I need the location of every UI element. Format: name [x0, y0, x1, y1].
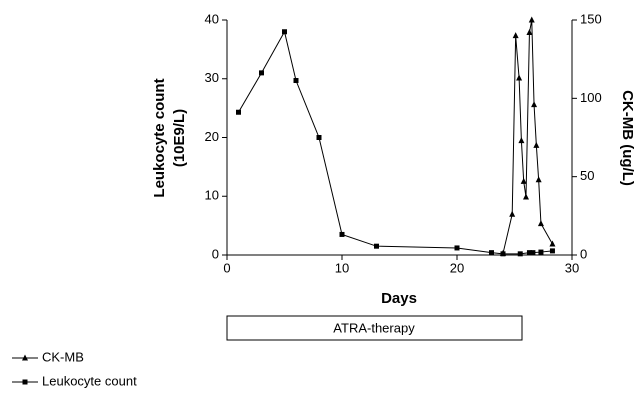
marker — [316, 135, 322, 140]
marker — [518, 137, 525, 144]
y-tick-label: 10 — [205, 188, 219, 203]
y-tick-label: 30 — [205, 70, 219, 85]
marker — [236, 109, 241, 115]
marker — [531, 101, 538, 108]
marker — [528, 16, 535, 23]
legend-label: CK-MB — [42, 349, 84, 364]
series-line — [502, 19, 553, 254]
marker — [509, 210, 516, 217]
marker — [526, 29, 533, 36]
y-axis-label: (10E9/L) — [171, 109, 188, 167]
marker — [339, 231, 345, 237]
marker — [549, 248, 555, 254]
y-axis-label: Leukocyte count — [151, 78, 168, 197]
series-line — [238, 30, 553, 255]
marker — [374, 243, 379, 249]
x-tick-label: 10 — [335, 260, 349, 275]
marker — [537, 220, 544, 227]
marker — [526, 250, 532, 256]
x-tick-label: 30 — [565, 260, 579, 275]
marker — [549, 240, 556, 247]
marker — [454, 245, 460, 251]
marker — [512, 32, 519, 39]
marker — [523, 193, 529, 200]
marker — [516, 74, 523, 81]
marker — [533, 141, 540, 148]
y2-tick-label: 50 — [580, 168, 594, 183]
y-tick-label: 0 — [212, 246, 219, 261]
y-tick-label: 40 — [205, 11, 219, 26]
marker — [489, 250, 494, 256]
marker — [22, 379, 28, 385]
therapy-box — [226, 315, 523, 341]
y-tick-label: 20 — [205, 129, 219, 144]
marker — [538, 249, 544, 255]
marker — [535, 176, 542, 183]
marker — [259, 70, 264, 76]
marker — [22, 354, 28, 361]
y2-tick-label: 150 — [580, 11, 602, 26]
marker — [520, 177, 527, 184]
y2-tick-label: 100 — [580, 90, 602, 105]
marker — [530, 250, 536, 256]
x-tick-label: 0 — [223, 260, 230, 275]
annotation: ATRA-therapy — [333, 320, 415, 335]
y2-tick-label: 0 — [580, 246, 587, 261]
marker — [293, 78, 299, 84]
marker — [500, 251, 506, 257]
y2-axis-label: CK-MB (ug/L) — [619, 90, 636, 186]
marker — [517, 251, 523, 257]
legend-label: Leukocyte count — [42, 373, 137, 388]
x-tick-label: 20 — [450, 260, 464, 275]
x-axis-label: Days — [381, 290, 417, 307]
marker — [282, 29, 287, 35]
